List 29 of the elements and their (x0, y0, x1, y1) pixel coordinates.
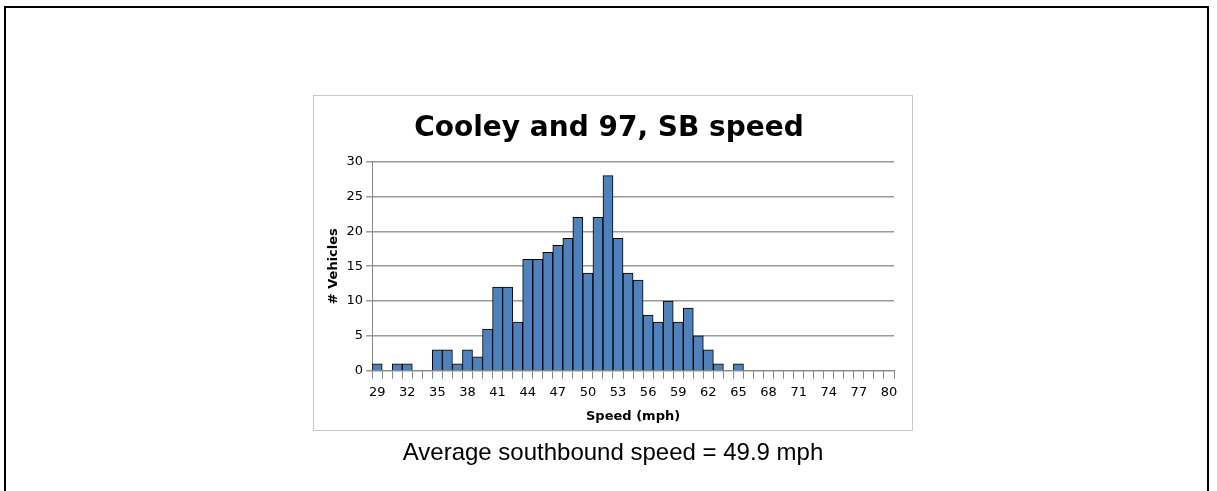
x-tick-label: 53 (609, 383, 627, 399)
x-tick-label: 32 (398, 383, 416, 399)
x-tick-label: 80 (880, 383, 898, 399)
x-tick-label: 71 (790, 383, 807, 399)
x-tick-label: 41 (489, 383, 506, 399)
x-tick-label: 56 (639, 383, 657, 399)
x-tick-label: 29 (368, 383, 386, 399)
y-tick-label: 15 (346, 257, 364, 273)
y-tick-label: 30 (346, 152, 364, 168)
x-tick-label: 35 (429, 383, 446, 399)
y-tick-label: 25 (346, 187, 364, 203)
x-tick-label: 44 (519, 383, 536, 399)
x-tick-label: 74 (820, 383, 838, 399)
y-axis-title: # Vehicles (325, 227, 341, 305)
text: Average southbound speed = 49.9 mph (401, 438, 825, 466)
y-tick-label: 5 (354, 327, 364, 343)
y-tick-label: 10 (346, 292, 364, 308)
x-tick-label: 65 (730, 383, 747, 399)
x-tick-label: 59 (669, 383, 687, 399)
x-tick-label: 62 (700, 383, 717, 399)
x-tick-label: 47 (549, 383, 567, 399)
chart-title: Cooley and 97, SB speed (414, 110, 804, 144)
x-tick-label: 68 (760, 383, 777, 399)
x-tick-label: 50 (579, 383, 597, 399)
y-tick-label: 20 (346, 222, 364, 238)
x-tick-label: 77 (850, 383, 868, 399)
x-axis-title: Speed (mph) (586, 407, 681, 423)
x-tick-label: 38 (459, 383, 476, 399)
y-tick-label: 0 (354, 362, 364, 378)
